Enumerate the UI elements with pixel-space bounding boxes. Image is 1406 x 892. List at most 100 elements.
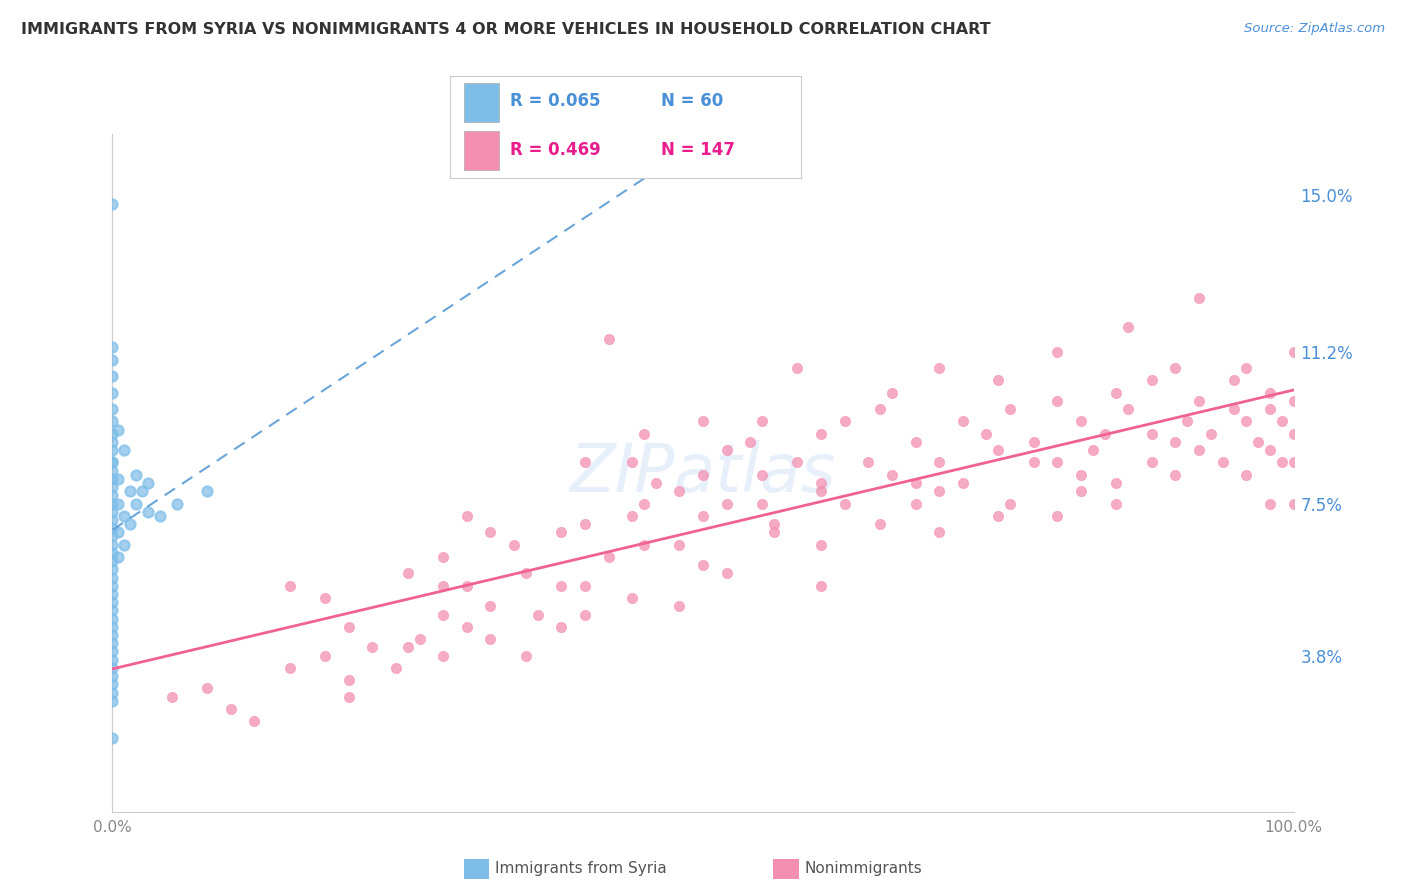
Point: [107, 423, 129, 437]
Point: [550, 525, 572, 540]
Point: [1070, 414, 1092, 428]
Point: [598, 549, 620, 564]
Point: [751, 414, 773, 428]
Point: [101, 669, 124, 683]
Point: [550, 620, 572, 634]
Point: [1094, 426, 1116, 441]
Point: [869, 402, 891, 417]
Point: [101, 685, 124, 699]
Point: [998, 402, 1021, 417]
Point: [112, 538, 135, 552]
Point: [810, 484, 832, 499]
Point: [101, 196, 124, 211]
Point: [101, 694, 124, 708]
FancyBboxPatch shape: [464, 131, 499, 170]
Point: [120, 484, 142, 499]
Point: [1116, 402, 1139, 417]
Point: [550, 579, 572, 593]
Point: [880, 467, 903, 482]
Point: [101, 443, 124, 458]
Point: [1247, 434, 1270, 449]
Point: [526, 607, 548, 622]
Point: [692, 508, 714, 523]
Point: [432, 549, 454, 564]
Point: [692, 414, 714, 428]
Point: [101, 434, 124, 449]
Point: [740, 434, 762, 449]
Point: [1199, 426, 1222, 441]
Point: [101, 455, 124, 469]
Point: [160, 690, 183, 704]
Point: [125, 467, 148, 482]
Point: [101, 529, 124, 543]
Point: [101, 562, 124, 576]
Point: [408, 632, 430, 647]
Point: [786, 455, 808, 469]
Point: [1105, 385, 1128, 400]
Point: [337, 673, 360, 688]
Point: [668, 484, 690, 499]
Point: [621, 455, 644, 469]
Point: [112, 508, 135, 523]
Point: [621, 508, 644, 523]
Point: [101, 488, 124, 502]
Point: [1046, 344, 1069, 359]
Point: [1282, 393, 1305, 408]
Point: [1271, 455, 1294, 469]
Point: [101, 579, 124, 593]
Point: [120, 517, 142, 532]
Point: [834, 414, 856, 428]
Point: [1188, 291, 1211, 305]
Point: [195, 681, 218, 696]
Point: [869, 517, 891, 532]
Point: [1046, 455, 1069, 469]
Point: [858, 455, 880, 469]
Point: [396, 640, 419, 655]
Point: [1081, 443, 1104, 458]
Point: [762, 525, 785, 540]
Point: [101, 455, 124, 469]
Point: [101, 612, 124, 626]
FancyBboxPatch shape: [464, 83, 499, 122]
Point: [1271, 414, 1294, 428]
Point: [101, 497, 124, 511]
Point: [1022, 434, 1045, 449]
Point: [101, 352, 124, 367]
Point: [195, 484, 218, 499]
Point: [479, 525, 502, 540]
Point: [1223, 402, 1246, 417]
Point: [1046, 393, 1069, 408]
Point: [101, 653, 124, 667]
Point: [952, 476, 974, 491]
Text: R = 0.065: R = 0.065: [510, 93, 600, 111]
Point: [101, 402, 124, 417]
Point: [1282, 344, 1305, 359]
Point: [101, 603, 124, 617]
Point: [1258, 385, 1281, 400]
Point: [786, 361, 808, 376]
Point: [107, 549, 129, 564]
Point: [101, 731, 124, 745]
Text: IMMIGRANTS FROM SYRIA VS NONIMMIGRANTS 4 OR MORE VEHICLES IN HOUSEHOLD CORRELATI: IMMIGRANTS FROM SYRIA VS NONIMMIGRANTS 4…: [21, 22, 991, 37]
Point: [243, 714, 266, 729]
Point: [976, 426, 998, 441]
Point: [987, 443, 1010, 458]
Point: [166, 497, 188, 511]
Point: [952, 414, 974, 428]
Point: [644, 476, 666, 491]
Point: [1282, 497, 1305, 511]
Point: [574, 579, 596, 593]
Point: [101, 538, 124, 552]
Point: [1070, 484, 1092, 499]
Point: [987, 373, 1010, 387]
Point: [1046, 508, 1069, 523]
Point: [633, 426, 655, 441]
Point: [574, 455, 596, 469]
Point: [101, 661, 124, 675]
Text: ZIPatlas: ZIPatlas: [569, 440, 837, 506]
Point: [1223, 373, 1246, 387]
Point: [751, 467, 773, 482]
Point: [928, 525, 950, 540]
Point: [904, 434, 927, 449]
Point: [1105, 497, 1128, 511]
